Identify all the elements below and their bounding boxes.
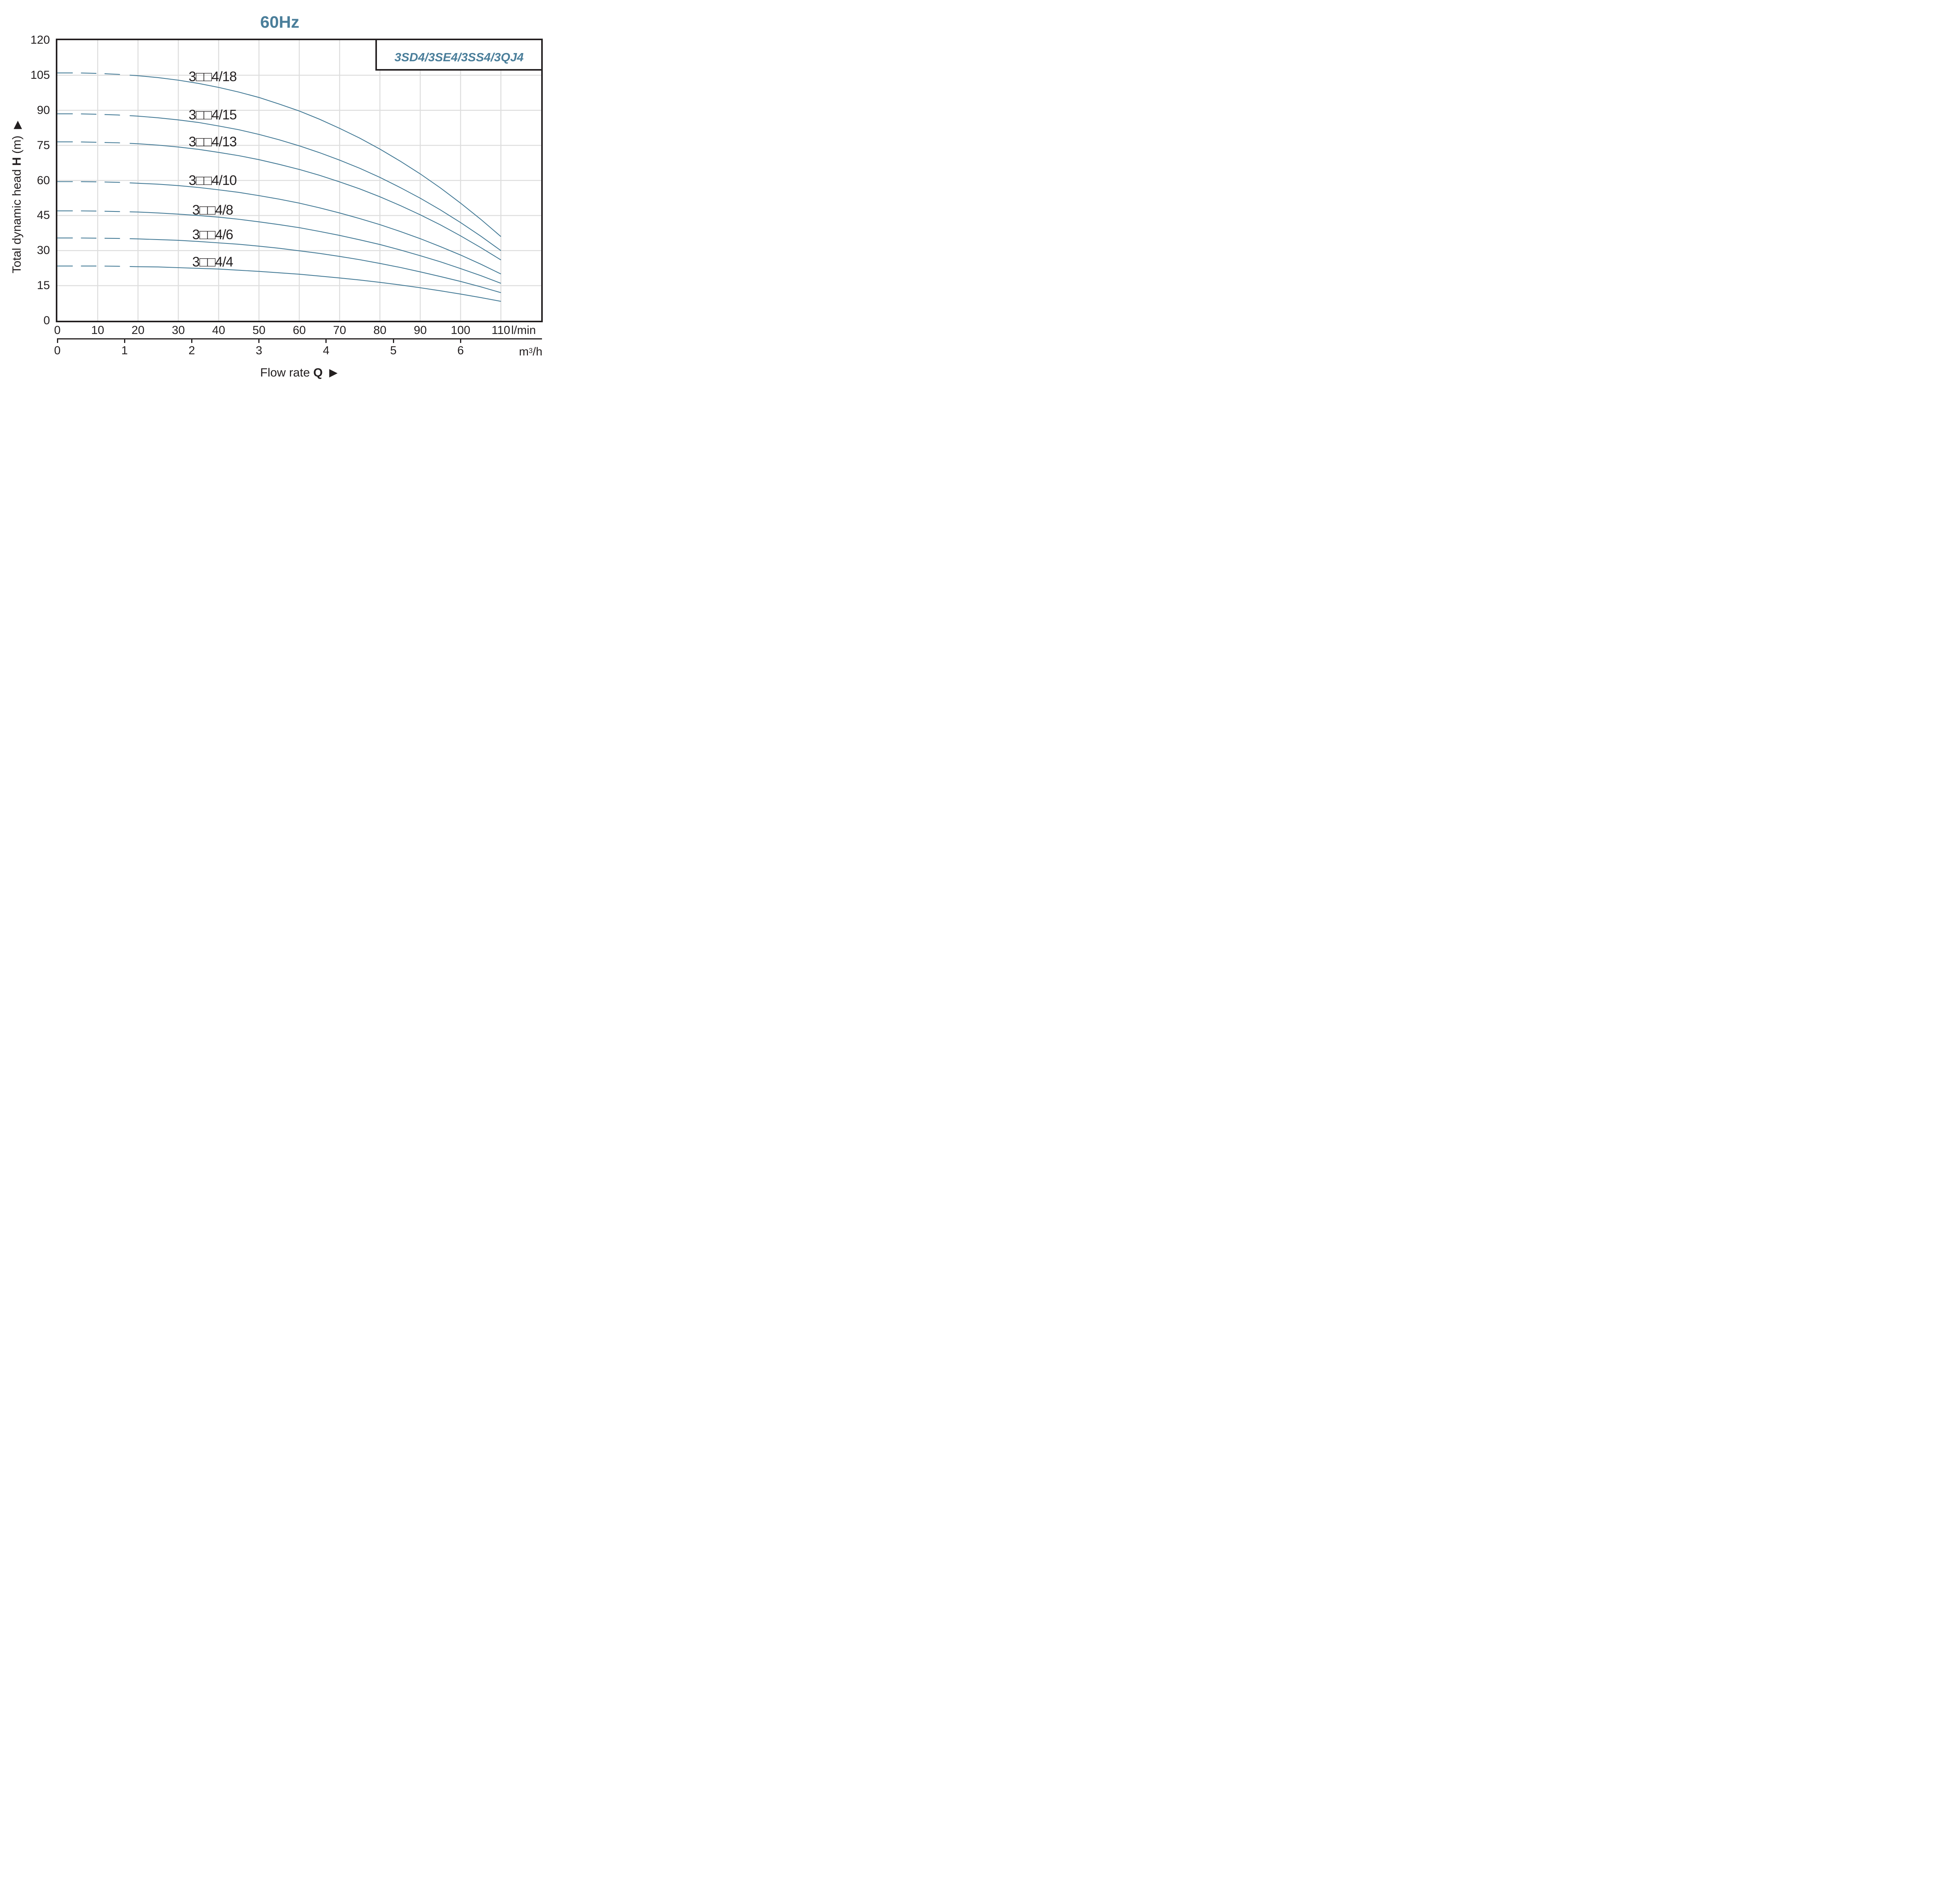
curve-4-10 (57, 181, 501, 275)
y-tick-label: 60 (37, 174, 50, 187)
secondary-axis-tick (258, 338, 260, 343)
secondary-tick-label: 3 (256, 344, 262, 357)
x-tick-label: 10 (91, 324, 105, 337)
secondary-axis-line (57, 338, 542, 339)
secondary-tick-label: 6 (457, 344, 464, 357)
legend-box: 3SD4/3SE4/3SS4/3QJ4 (375, 39, 543, 71)
secondary-axis-tick (393, 338, 394, 343)
x-tick-label: 60 (293, 324, 306, 337)
y-tick-label: 105 (30, 68, 50, 82)
secondary-axis-tick (124, 338, 125, 343)
y-tick-label: 90 (37, 103, 50, 117)
y-axis-title: Total dynamic head H (m) ▶ (9, 60, 25, 334)
secondary-axis-tick (191, 338, 192, 343)
secondary-axis-tick (325, 338, 327, 343)
curve-label: 3□□4/8 (192, 202, 233, 218)
up-arrow-icon: ▶ (11, 121, 23, 129)
secondary-tick-label: 2 (188, 344, 195, 357)
y-tick-label: 15 (37, 279, 50, 292)
curve-□4-6 (57, 237, 501, 293)
y-tick-label: 30 (37, 244, 50, 257)
curve-□4-8 (57, 210, 501, 284)
secondary-tick-label: 1 (121, 344, 128, 357)
secondary-axis-tick (57, 338, 58, 343)
secondary-axis-tick (460, 338, 461, 343)
x-tick-label: 50 (252, 324, 266, 337)
x-axis-title-text: Flow rate (260, 366, 310, 379)
curve-label: 3□□4/18 (188, 69, 237, 85)
chart-title: 60Hz (260, 13, 300, 32)
y-tick-label: 120 (30, 34, 50, 46)
x-axis-secondary-unit: m3/h (519, 345, 543, 358)
curve-label: 3□□4/4 (192, 254, 233, 270)
x-tick-label: 0 (54, 324, 61, 337)
curve-4-15 (57, 113, 501, 251)
x-tick-label: 40 (212, 324, 226, 337)
pump-curve-chart: 60Hz Total dynamic head H (m) ▶ 3□□4/18 3… (0, 0, 559, 381)
x-tick-label: 70 (333, 324, 346, 337)
y-axis-title-symbol: H (10, 157, 23, 166)
secondary-tick-label: 4 (323, 344, 330, 357)
right-arrow-icon: ▶ (329, 366, 338, 378)
curve-4-18 (57, 72, 501, 237)
curve-label: 3□□4/15 (188, 107, 237, 123)
x-tick-label: 30 (172, 324, 185, 337)
curve-label: 3□□4/13 (188, 134, 237, 149)
curve-label: 3□□4/6 (192, 227, 233, 242)
curve-4-13 (57, 141, 501, 261)
legend-label: 3SD4/3SE4/3SS4/3QJ4 (394, 50, 524, 64)
x-tick-label: 20 (131, 324, 145, 337)
plot-area: 3□□4/18 3□□4/15 3□□4/13 3□□4/10 3□□4/8 3□□4/6… (56, 39, 543, 322)
gridlines (57, 40, 541, 321)
x-axis-title: Flow rate Q ▶ (260, 366, 338, 380)
secondary-tick-label: 5 (390, 344, 397, 357)
y-tick-label: 45 (37, 209, 50, 222)
curve-□4-4 (57, 265, 501, 302)
x-tick-label: 100 (451, 324, 471, 337)
x-tick-label: 80 (373, 324, 387, 337)
curve-label: 3□□4/10 (188, 172, 237, 188)
secondary-tick-label: 0 (54, 344, 61, 357)
y-tick-label: 75 (37, 139, 50, 152)
curves-svg (57, 40, 541, 321)
x-axis-primary-unit: l/min (511, 324, 536, 337)
x-tick-label: 110 (491, 324, 510, 337)
x-axis-title-symbol: Q (313, 366, 323, 379)
x-tick-label: 90 (414, 324, 427, 337)
y-tick-label: 0 (43, 314, 50, 327)
